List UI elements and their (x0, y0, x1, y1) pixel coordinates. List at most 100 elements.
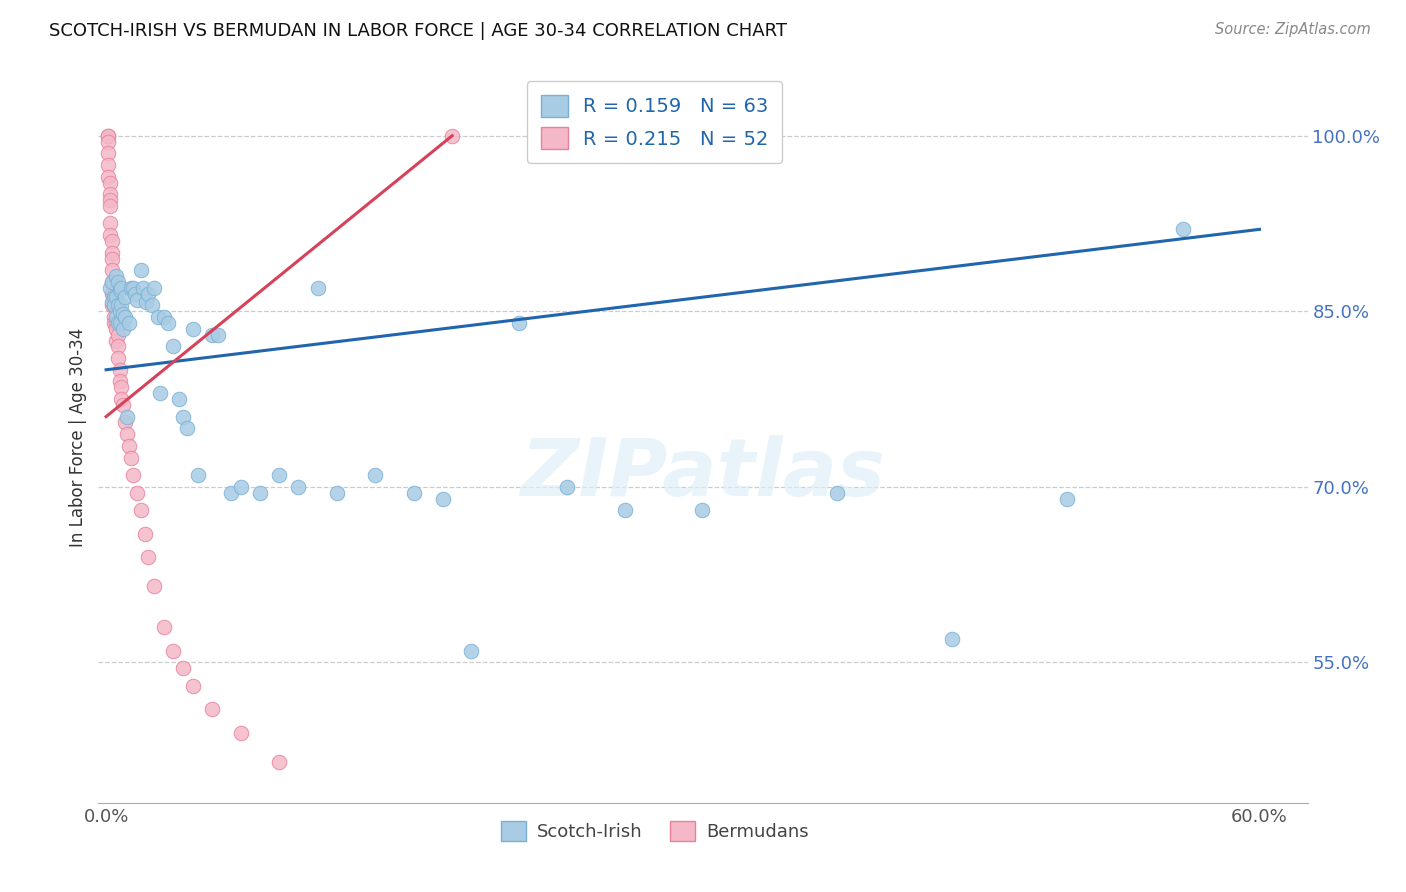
Point (122, 468, 145, 483)
Point (162, 339, 184, 353)
Point (110, 281, 132, 295)
Point (108, 375, 131, 389)
Point (107, 316, 129, 330)
Point (125, 485, 148, 500)
Point (101, 275, 124, 289)
Legend: Scotch-Irish, Bermudans: Scotch-Irish, Bermudans (494, 814, 815, 848)
Point (98, 281, 121, 295)
Point (176, 421, 198, 435)
Point (103, 316, 125, 330)
Point (107, 298, 129, 312)
Point (129, 263, 152, 277)
Point (181, 679, 204, 693)
Point (104, 310, 127, 325)
Point (101, 294, 124, 309)
Point (201, 702, 224, 716)
Point (101, 234, 124, 248)
Text: SCOTCH-IRISH VS BERMUDAN IN LABOR FORCE | AGE 30-34 CORRELATION CHART: SCOTCH-IRISH VS BERMUDAN IN LABOR FORCE … (49, 22, 787, 40)
Point (107, 339, 129, 353)
Point (125, 293, 148, 307)
Point (103, 310, 125, 325)
Point (141, 298, 163, 312)
Point (98, 176, 121, 190)
Point (103, 298, 125, 312)
Point (229, 480, 252, 494)
Point (1171, 222, 1194, 236)
Point (364, 468, 387, 483)
Y-axis label: In Labor Force | Age 30-34: In Labor Force | Age 30-34 (69, 327, 87, 547)
Point (112, 322, 135, 336)
Point (460, 643, 482, 657)
Text: Source: ZipAtlas.com: Source: ZipAtlas.com (1215, 22, 1371, 37)
Point (98, 193, 121, 207)
Point (143, 579, 166, 593)
Point (104, 269, 127, 284)
Point (98, 228, 121, 243)
Point (162, 643, 184, 657)
Point (97, 158, 120, 172)
Point (207, 327, 229, 342)
Point (101, 275, 124, 289)
Text: ZIPatlas: ZIPatlas (520, 434, 886, 513)
Point (307, 281, 329, 295)
Point (98, 217, 121, 231)
Point (110, 298, 132, 312)
Point (269, 468, 291, 483)
Point (101, 245, 124, 260)
Point (104, 290, 127, 304)
Point (110, 380, 132, 394)
Point (614, 503, 637, 517)
Point (108, 316, 131, 330)
Point (138, 286, 160, 301)
Point (1056, 491, 1078, 506)
Point (104, 316, 127, 330)
Point (167, 392, 190, 406)
Point (103, 286, 125, 301)
Point (187, 468, 209, 483)
Point (152, 310, 174, 325)
Point (98, 199, 121, 213)
Point (825, 485, 848, 500)
Point (117, 409, 139, 424)
Point (103, 298, 125, 312)
Point (97, 128, 120, 143)
Point (118, 316, 141, 330)
Point (557, 480, 579, 494)
Point (112, 398, 135, 412)
Point (287, 480, 309, 494)
Point (108, 363, 131, 377)
Point (269, 755, 291, 769)
Point (112, 307, 135, 321)
Point (134, 526, 156, 541)
Point (97, 146, 120, 161)
Point (129, 503, 152, 517)
Point (118, 439, 141, 453)
Point (101, 263, 124, 277)
Point (114, 290, 136, 304)
Point (172, 661, 194, 675)
Point (97, 135, 120, 149)
Point (114, 416, 136, 430)
Point (941, 632, 963, 646)
Point (120, 281, 142, 295)
Point (107, 275, 129, 289)
Point (181, 322, 204, 336)
Point (108, 304, 131, 318)
Point (229, 725, 252, 739)
Point (146, 310, 169, 325)
Point (172, 409, 194, 424)
Point (101, 298, 124, 312)
Point (432, 491, 454, 506)
Point (441, 128, 464, 143)
Point (104, 334, 127, 348)
Point (98, 187, 121, 202)
Point (508, 316, 530, 330)
Point (249, 485, 271, 500)
Point (152, 620, 174, 634)
Point (114, 310, 136, 325)
Point (131, 281, 153, 295)
Point (690, 503, 713, 517)
Point (135, 294, 157, 309)
Point (97, 169, 120, 184)
Point (156, 316, 179, 330)
